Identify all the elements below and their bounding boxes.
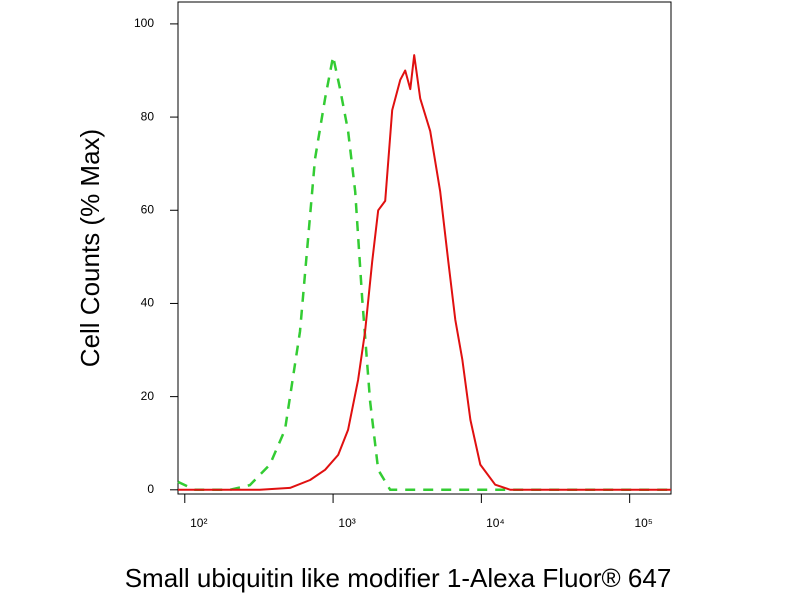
series-line [177,55,671,492]
x-tick-label: 10² [190,516,207,530]
plot-frame [177,1,672,495]
y-axis-title: Cell Counts (% Max) [75,129,105,367]
y-tick-label: 40 [141,296,155,310]
y-tick-label: 0 [147,482,154,496]
series-line [178,54,671,491]
y-tick-label: 20 [141,389,155,403]
x-tick-label: 10⁴ [486,516,505,530]
x-tick-label: 10⁵ [634,516,652,530]
x-axis-title: Small ubiquitin like modifier 1-Alexa Fl… [125,563,672,593]
y-tick-label: 100 [134,16,154,30]
y-tick-label: 80 [141,109,155,123]
x-tick-label: 10³ [338,516,355,530]
y-tick-label: 60 [141,202,155,216]
